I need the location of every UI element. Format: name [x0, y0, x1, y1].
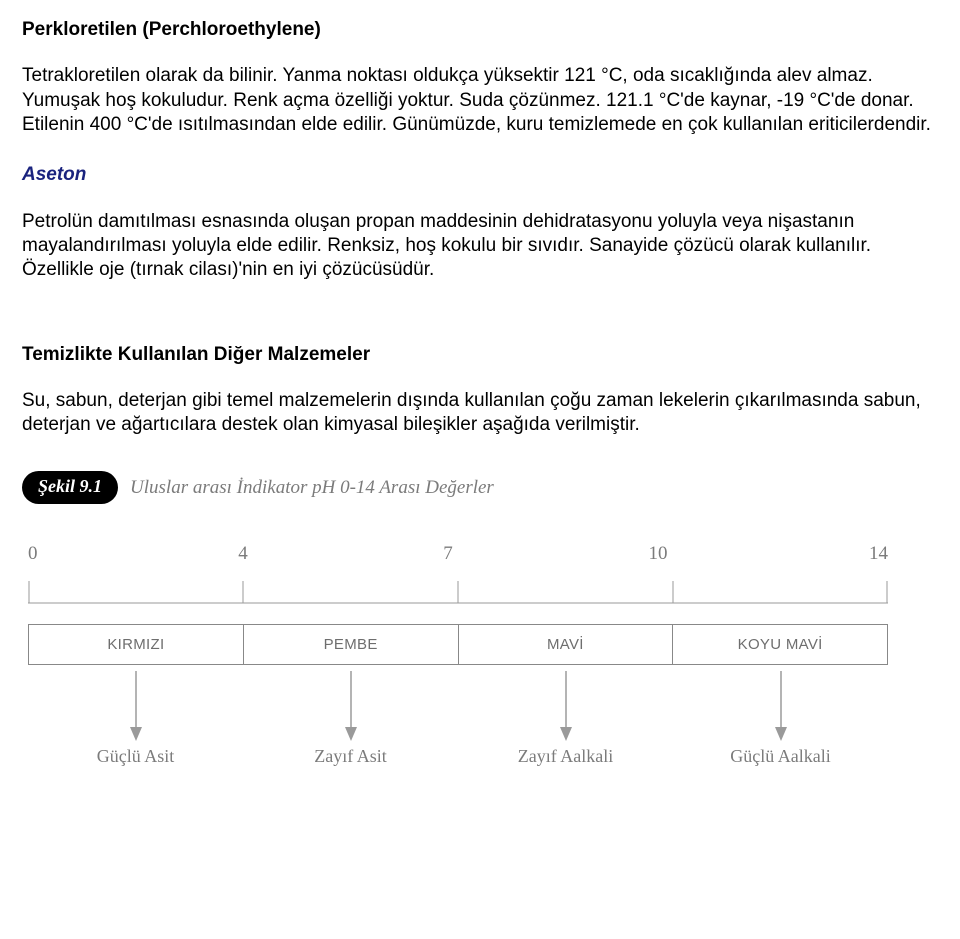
arrow-cell: [673, 671, 888, 741]
arrow-down-icon: [772, 671, 790, 741]
scale-number: 7: [438, 542, 458, 566]
heading-aseton: Aseton: [22, 163, 938, 187]
paragraph-aseton: Petrolün damıtılması esnasında oluşan pr…: [22, 210, 938, 283]
color-cell: KOYU MAVİ: [673, 624, 888, 665]
scale-tick-line: [28, 573, 888, 617]
color-cell: PEMBE: [244, 624, 459, 665]
heading-perkloretilen: Perkloretilen (Perchloroethylene): [22, 18, 938, 42]
label-cell: Zayıf Asit: [243, 745, 458, 768]
labels-row: Güçlü Asit Zayıf Asit Zayıf Aalkali Güçl…: [28, 745, 888, 768]
figure-ph-scale: Şekil 9.1 Uluslar arası İndikator pH 0-1…: [22, 471, 938, 768]
scale-area: 0 4 7 10 14 KIRMIZI PEMBE MAVİ KOYU MAVİ: [28, 542, 888, 768]
heading-diger-malzemeler: Temizlikte Kullanılan Diğer Malzemeler: [22, 343, 938, 367]
color-row: KIRMIZI PEMBE MAVİ KOYU MAVİ: [28, 624, 888, 665]
label-cell: Zayıf Aalkali: [458, 745, 673, 768]
figure-pill: Şekil 9.1: [22, 471, 118, 504]
scale-number: 4: [233, 542, 253, 566]
label-cell: Güçlü Asit: [28, 745, 243, 768]
scale-number: 10: [643, 542, 673, 566]
color-cell: MAVİ: [459, 624, 674, 665]
arrow-down-icon: [127, 671, 145, 741]
arrow-down-icon: [557, 671, 575, 741]
arrow-cell: [243, 671, 458, 741]
scale-numbers: 0 4 7 10 14: [28, 542, 888, 566]
paragraph-diger-malzemeler: Su, sabun, deterjan gibi temel malzemele…: [22, 389, 938, 438]
arrow-down-icon: [342, 671, 360, 741]
arrows-row: [28, 671, 888, 741]
scale-number: 14: [858, 542, 888, 566]
arrow-cell: [458, 671, 673, 741]
arrow-cell: [28, 671, 243, 741]
figure-caption: Uluslar arası İndikator pH 0-14 Arası De…: [130, 476, 494, 500]
scale-number: 0: [28, 542, 48, 566]
color-cell: KIRMIZI: [28, 624, 244, 665]
figure-label-row: Şekil 9.1 Uluslar arası İndikator pH 0-1…: [22, 471, 938, 504]
label-cell: Güçlü Aalkali: [673, 745, 888, 768]
paragraph-perkloretilen: Tetrakloretilen olarak da bilinir. Yanma…: [22, 64, 938, 137]
